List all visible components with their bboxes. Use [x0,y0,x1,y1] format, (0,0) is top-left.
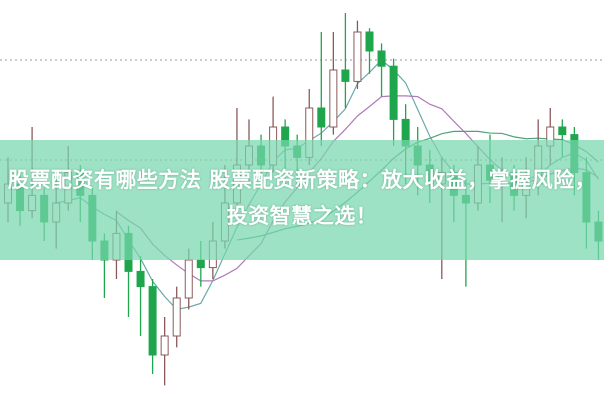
candle-body [377,50,386,67]
candle-body [136,270,145,288]
candle-body [353,31,362,82]
candle-body [184,259,193,299]
candle-body [172,297,181,337]
candle-body [160,335,169,356]
candle-body [148,286,157,356]
candle-body [317,107,326,128]
title-banner [0,140,604,260]
candle-body [365,31,374,52]
candle-body [329,69,338,128]
headline-title: 股票配资有哪些方法 股票配资新策略：放大收益，掌握风险，投资智慧之选！ [7,168,597,228]
candle-body [196,259,205,269]
candle-body [558,126,567,136]
candle-body [389,65,398,120]
candle-body [341,69,350,82]
